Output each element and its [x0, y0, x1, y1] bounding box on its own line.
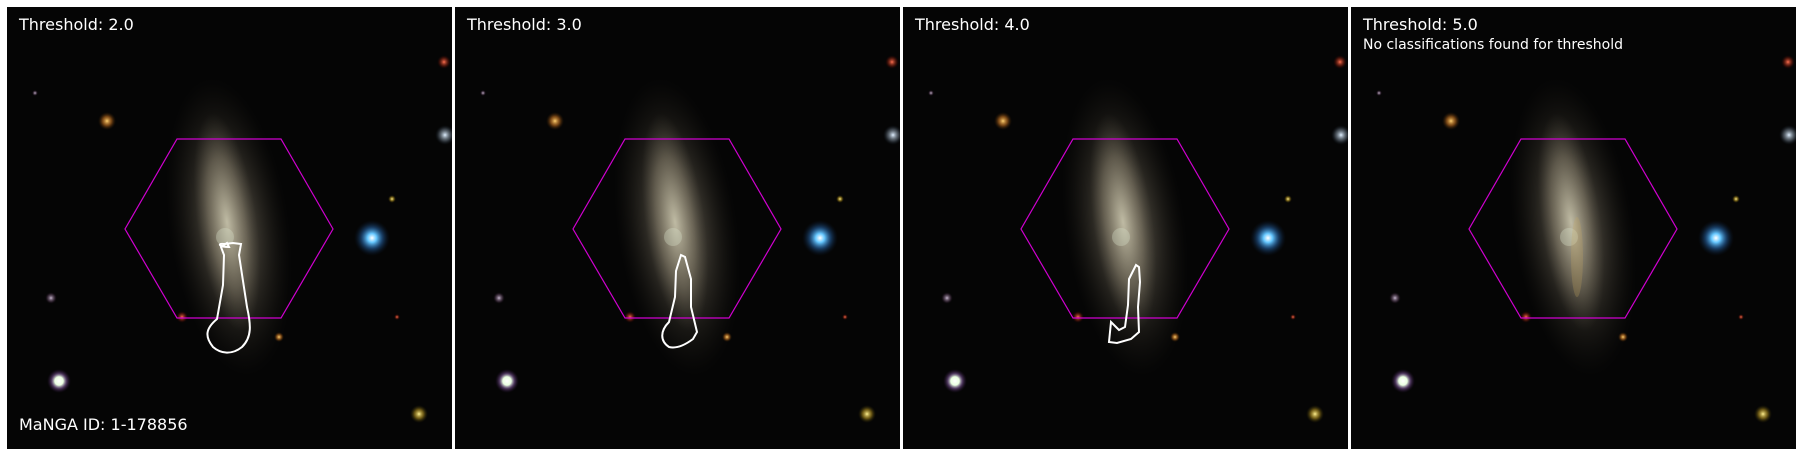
threshold-label: Threshold: 2.0	[19, 15, 134, 34]
galaxy-image	[455, 7, 900, 449]
galaxy-image	[903, 7, 1348, 449]
image-panel-2: Threshold: 3.0	[455, 7, 900, 449]
classification-contour	[206, 241, 251, 354]
classification-contour	[661, 253, 699, 349]
no-classifications-note: No classifications found for threshold	[1363, 37, 1623, 53]
threshold-label: Threshold: 4.0	[915, 15, 1030, 34]
classification-contour	[1107, 263, 1142, 345]
image-panel-3: Threshold: 4.0	[903, 7, 1348, 449]
image-panel-4: Threshold: 5.0 No classifications found …	[1351, 7, 1796, 449]
galaxy-image	[7, 7, 452, 449]
image-panel-1: Threshold: 2.0 MaNGA ID: 1-178856	[7, 7, 452, 449]
threshold-label: Threshold: 5.0	[1363, 15, 1478, 34]
manga-id-label: MaNGA ID: 1-178856	[19, 415, 188, 434]
threshold-label: Threshold: 3.0	[467, 15, 582, 34]
galaxy-image	[1351, 7, 1796, 449]
